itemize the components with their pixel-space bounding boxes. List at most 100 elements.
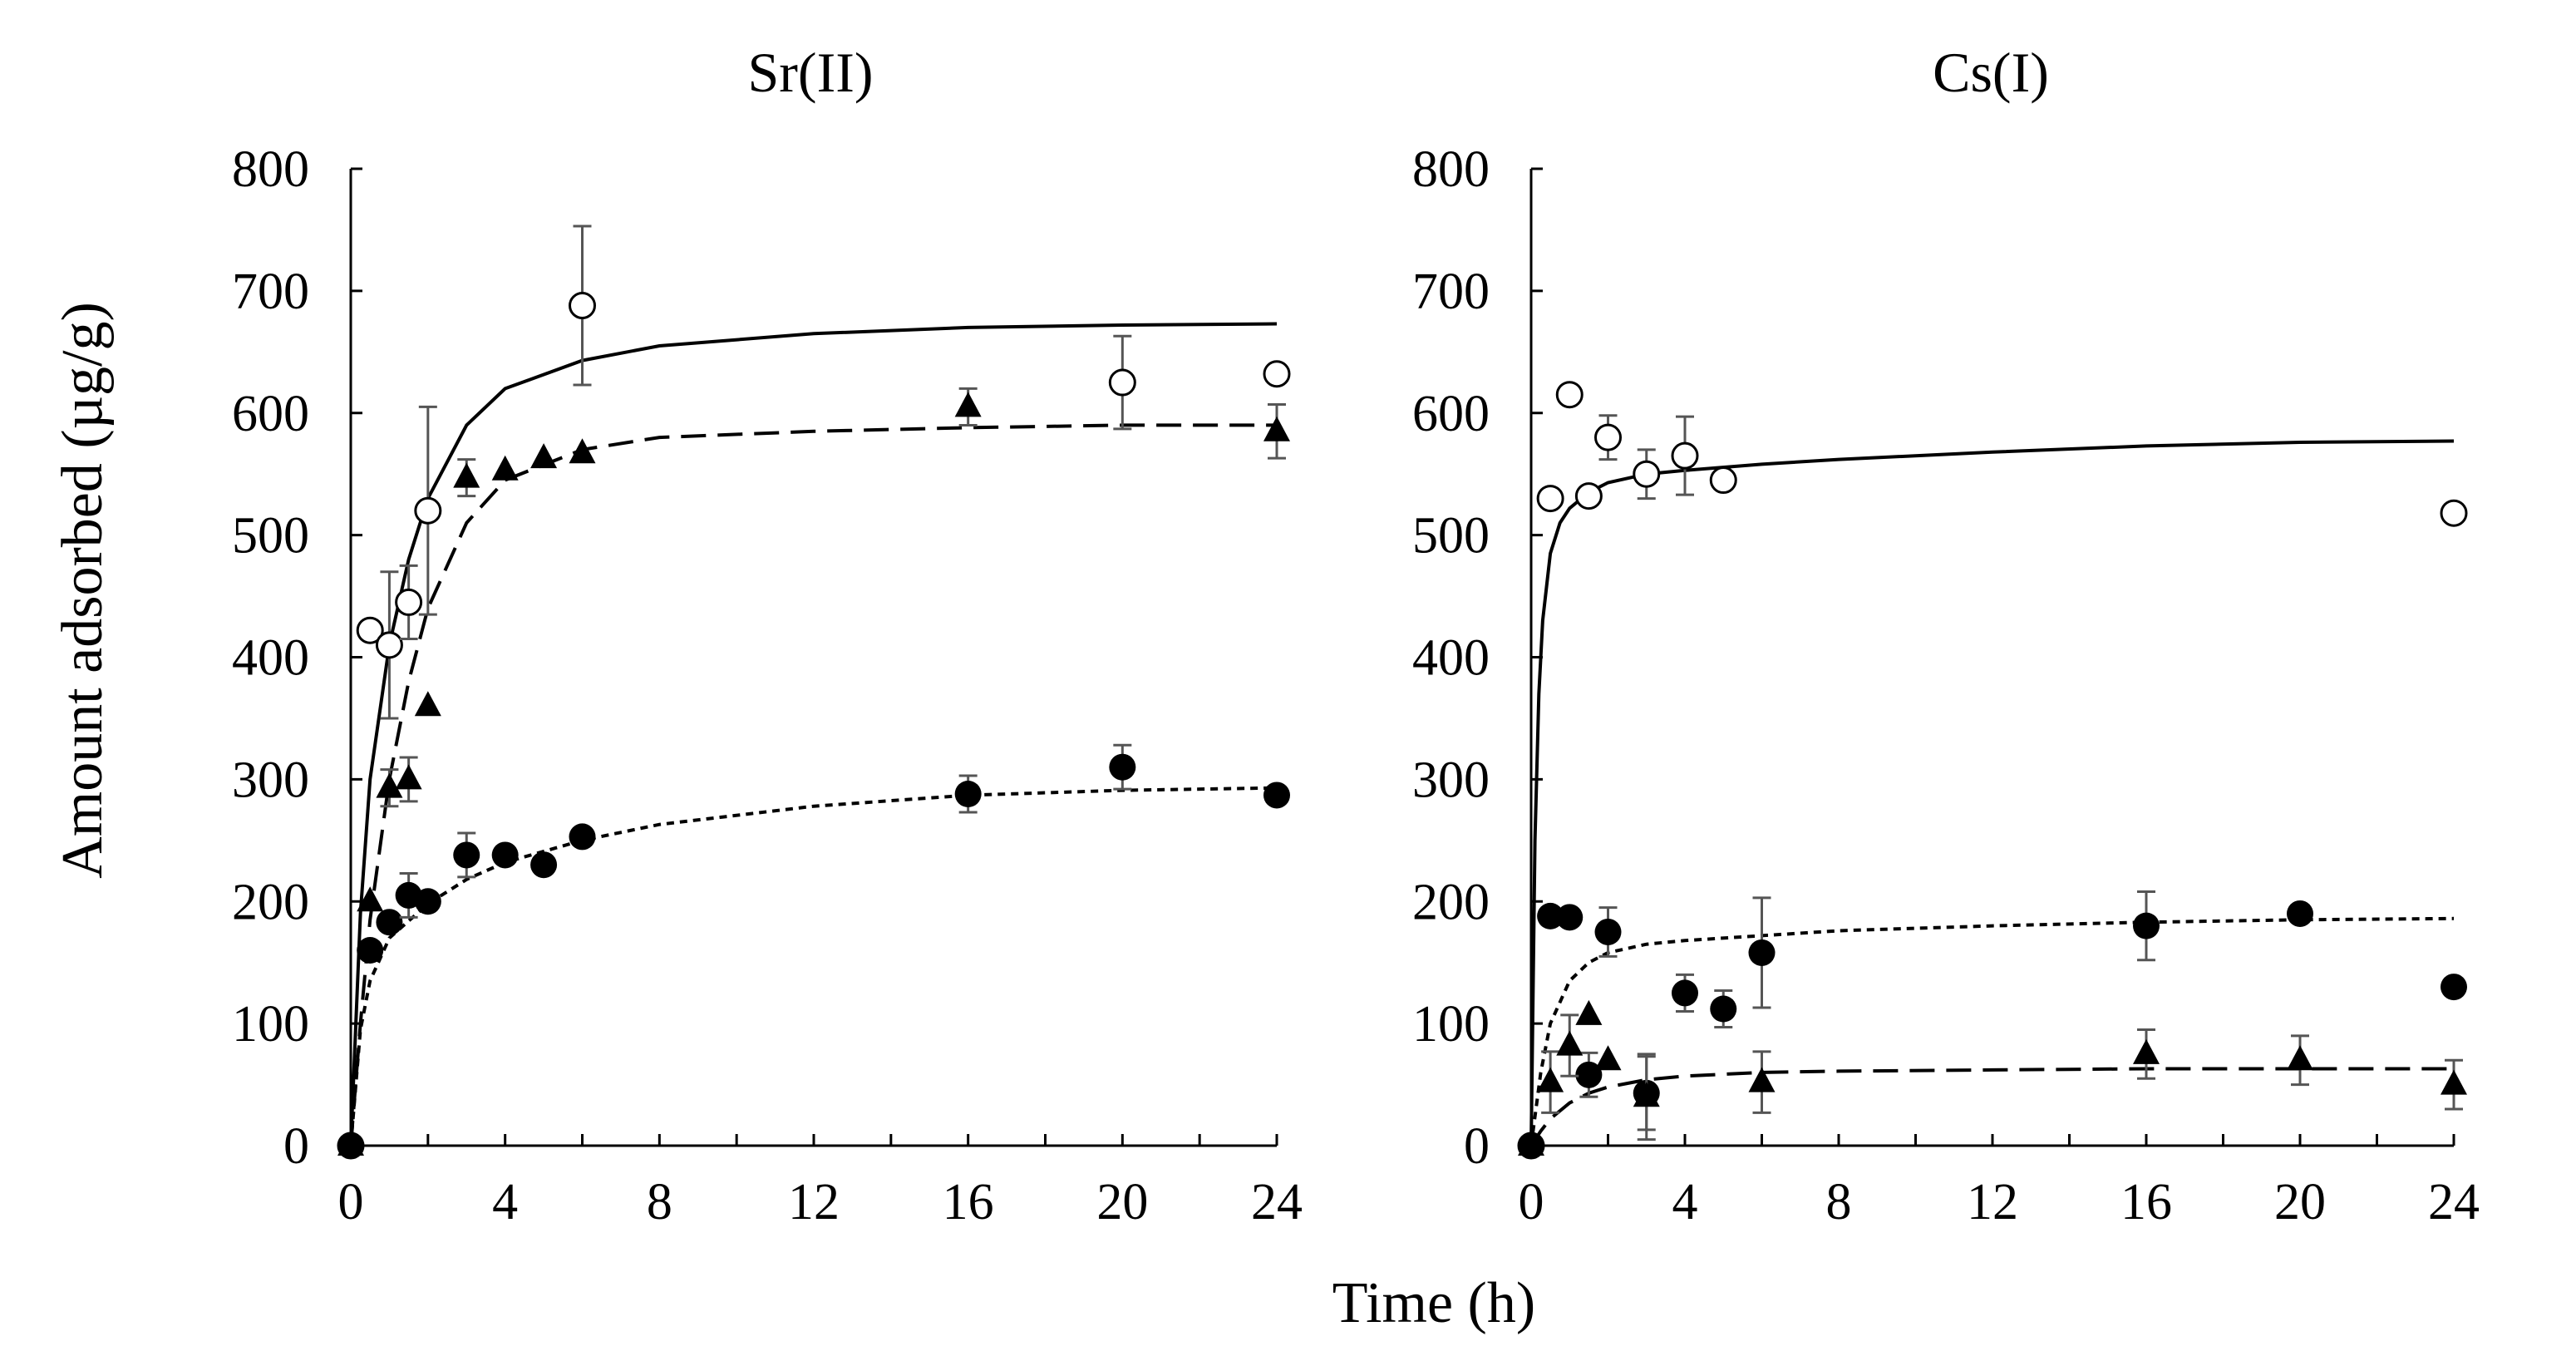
y-tick-label-cs: 0 (1464, 1118, 1490, 1175)
data-point-triangle (1575, 999, 1603, 1025)
data-point-open-circle (1108, 368, 1136, 397)
y-tick-label-cs: 400 (1412, 630, 1490, 687)
x-tick-label-cs: 20 (2274, 1174, 2326, 1230)
data-point-triangle (357, 886, 384, 912)
y-tick-label-cs: 700 (1412, 264, 1490, 320)
data-point-filled-circle (1672, 979, 1698, 1007)
data-point-triangle (1556, 1030, 1584, 1056)
data-point-open-circle (569, 292, 596, 319)
x-axis-label: Time (h) (1332, 1271, 1535, 1335)
data-point-open-circle (1536, 485, 1564, 513)
data-point-filled-circle (2441, 974, 2467, 1001)
y-tick-label-sr: 400 (232, 630, 309, 687)
data-point-triangle (1518, 1131, 1544, 1156)
data-point-triangle (1537, 1067, 1564, 1092)
data-point-open-circle (1709, 466, 1737, 495)
fit-curve-filled-circles-cs (1529, 916, 2455, 1146)
data-point-filled-circle (1710, 995, 1737, 1023)
data-point-triangle (395, 764, 422, 790)
y-tick-label-cs: 800 (1412, 141, 1490, 198)
y-tick-label-sr: 200 (232, 874, 309, 930)
x-tick-label-cs: 12 (1967, 1174, 2018, 1230)
y-tick-label-sr: 300 (232, 752, 309, 808)
fit-curve-open-circles-cs (1529, 439, 2455, 1146)
y-tick-label-cs: 500 (1412, 508, 1490, 565)
data-point-filled-circle (2133, 912, 2160, 939)
data-point-filled-circle (491, 841, 519, 869)
data-point-filled-circle (376, 909, 403, 936)
x-tick-label-cs: 0 (1519, 1174, 1544, 1230)
data-point-filled-circle (357, 937, 384, 964)
y-tick-label-cs: 300 (1412, 752, 1490, 808)
y-axis-label: Amount adsorbed (µg/g) (51, 302, 115, 879)
x-tick-label-cs: 24 (2428, 1174, 2480, 1230)
data-point-triangle (954, 392, 982, 417)
data-point-filled-circle (453, 841, 480, 869)
data-point-open-circle (414, 496, 442, 525)
y-tick-label-sr: 0 (283, 1118, 309, 1175)
x-tick-label-cs: 16 (2120, 1174, 2172, 1230)
data-point-triangle (1748, 1067, 1776, 1092)
fit-curve-filled-circles-sr (349, 786, 1278, 1146)
x-tick-label-sr: 12 (788, 1174, 840, 1230)
x-tick-label-cs: 8 (1826, 1174, 1852, 1230)
fit-curve-filled-triangles-cs (1529, 1067, 2454, 1147)
data-point-triangle (1263, 416, 1290, 441)
y-tick-label-sr: 600 (232, 386, 309, 442)
fit-curve-open-circles-sr (349, 322, 1278, 1146)
x-tick-label-sr: 4 (492, 1174, 518, 1230)
data-point-triangle (1633, 1082, 1660, 1107)
data-point-triangle (491, 455, 519, 481)
data-point-filled-circle (414, 888, 441, 915)
data-point-filled-circle (569, 823, 596, 851)
data-point-filled-circle (337, 1132, 364, 1159)
data-point-filled-circle (954, 781, 982, 807)
data-point-filled-circle (1575, 1061, 1603, 1088)
data-point-open-circle (1555, 381, 1584, 409)
y-tick-label-sr: 500 (232, 508, 309, 565)
data-point-open-circle (1594, 423, 1622, 451)
x-tick-label-sr: 16 (943, 1174, 994, 1230)
data-point-open-circle (2440, 499, 2468, 527)
data-point-filled-circle (1537, 902, 1564, 929)
data-point-filled-circle (1263, 782, 1290, 809)
x-tick-label-sr: 8 (647, 1174, 672, 1230)
data-point-filled-circle (1556, 904, 1584, 931)
data-point-open-circle (395, 588, 423, 616)
data-point-triangle (530, 443, 558, 469)
data-point-open-circle (1671, 441, 1699, 470)
panel-sr: Sr(II) 0 100 200 300 400 500 600 700 800 0 4 8 12 16 2… (232, 41, 1303, 1230)
y-tick-label-sr: 100 (232, 996, 309, 1053)
data-point-open-circle (1263, 360, 1291, 388)
data-point-open-circle (356, 616, 384, 644)
data-point-filled-circle (1109, 753, 1136, 781)
data-point-open-circle (1574, 482, 1603, 510)
data-point-filled-circle (530, 851, 558, 879)
data-point-filled-circle (1594, 918, 1622, 945)
data-point-filled-circle (2287, 900, 2313, 927)
x-tick-label-sr: 20 (1096, 1174, 1148, 1230)
y-tick-label-sr: 700 (232, 264, 309, 320)
data-point-triangle (453, 462, 480, 488)
data-point-triangle (414, 691, 441, 717)
x-tick-label-sr: 24 (1251, 1174, 1303, 1230)
x-tick-label-sr: 0 (338, 1174, 364, 1230)
data-point-open-circle (1633, 460, 1661, 488)
x-tick-label-cs: 4 (1672, 1174, 1698, 1230)
fit-curve-filled-triangles-sr (349, 423, 1277, 1146)
data-point-triangle (2287, 1045, 2313, 1071)
panel-title-sr: Sr(II) (747, 41, 873, 104)
data-point-triangle (2441, 1069, 2467, 1095)
data-point-triangle (569, 438, 596, 464)
data-point-open-circle (375, 631, 403, 659)
y-tick-label-cs: 600 (1412, 386, 1490, 442)
data-point-triangle (2133, 1038, 2160, 1064)
panel-title-cs: Cs(I) (1933, 41, 2049, 104)
panel-cs: Cs(I) 0 100 200 300 400 500 600 700 800 0 4 8 12 16 20… (1412, 41, 2480, 1230)
data-point-triangle (376, 772, 403, 798)
y-tick-label-cs: 100 (1412, 996, 1490, 1053)
y-tick-label-sr: 800 (232, 141, 309, 198)
y-tick-label-cs: 200 (1412, 874, 1490, 930)
